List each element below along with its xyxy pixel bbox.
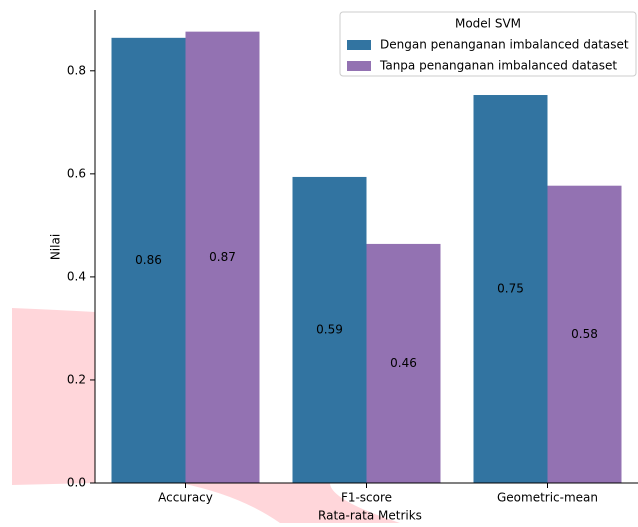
y-tick-label: 0.0: [67, 476, 86, 490]
bar: [111, 37, 186, 484]
bar-value-label: 0.46: [390, 356, 417, 370]
x-axis-label: Rata-rata Metriks: [318, 509, 422, 523]
legend-box: [339, 11, 637, 77]
bar: [292, 176, 367, 484]
bar: [473, 95, 548, 483]
bar-value-label: 0.59: [316, 322, 343, 336]
x-tick-label: F1-score: [341, 491, 392, 505]
legend-label: Dengan penanganan imbalanced dataset: [380, 38, 629, 52]
y-tick-label: 0.6: [67, 166, 86, 180]
y-axis-label: Nilai: [49, 234, 63, 260]
x-tick-label: Geometric-mean: [497, 491, 598, 505]
bar: [185, 31, 260, 483]
bar-value-label: 0.75: [497, 282, 524, 296]
y-tick-label: 0.2: [67, 372, 86, 386]
bar-value-label: 0.86: [135, 253, 162, 267]
bar: [547, 185, 622, 483]
legend-title: Model SVM: [455, 17, 521, 31]
legend-swatch: [347, 61, 371, 71]
bar: [366, 243, 441, 483]
y-tick-label: 0.4: [67, 269, 86, 283]
overlay-shape: [12, 308, 400, 523]
bar-value-label: 0.58: [571, 327, 598, 341]
x-tick-label: Accuracy: [158, 491, 213, 505]
legend-label: Tanpa penanganan imbalanced dataset: [379, 59, 617, 73]
bar-value-label: 0.87: [209, 250, 236, 264]
y-tick-label: 0.8: [67, 63, 86, 77]
legend-swatch: [347, 40, 371, 50]
